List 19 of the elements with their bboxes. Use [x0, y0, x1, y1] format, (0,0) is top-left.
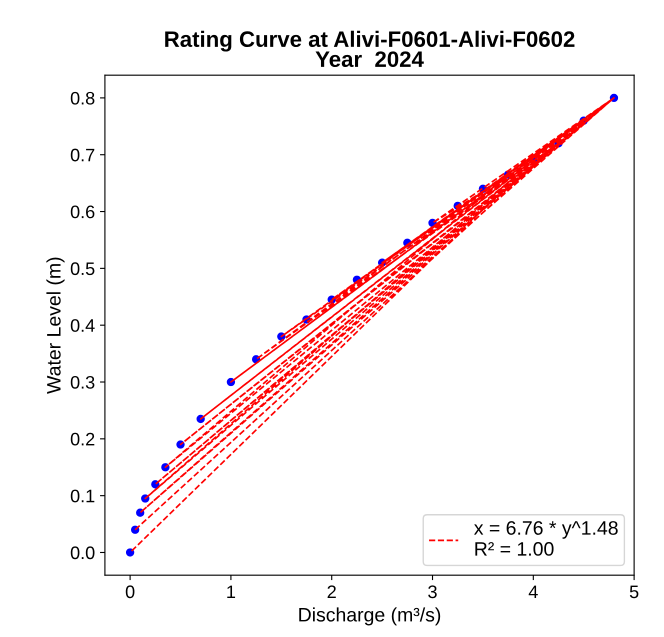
- x-tick-label: 0: [126, 585, 134, 598]
- legend-label: x = 6.76 * y^1.48 R² = 1.00: [474, 521, 618, 556]
- y-tick-label: 0.1: [70, 490, 94, 502]
- y-tick-label: 0.6: [70, 205, 94, 218]
- x-axis-title: Discharge (m³/s): [299, 607, 440, 626]
- x-tick-label: 1: [227, 586, 236, 598]
- y-tick-label: 0.5: [70, 262, 94, 276]
- x-tick-label: 4: [528, 586, 538, 598]
- y-tick-label: 0.3: [70, 376, 94, 389]
- x-tick-label: 5: [630, 586, 638, 598]
- y-tick-label: 0.0: [70, 546, 94, 560]
- y-tick-label: 0.8: [70, 92, 94, 105]
- y-tick-label: 0.7: [70, 148, 94, 162]
- x-tick-label: 2: [328, 585, 336, 598]
- y-tick-label: 0.4: [70, 319, 95, 332]
- y-axis-title: Water Level (m): [46, 258, 65, 394]
- x-tick-label: 3: [428, 585, 437, 598]
- chart-title: Rating Curve at Alivi-F0601-Alivi-F0602 Year 2024: [165, 30, 574, 68]
- y-tick-label: 0.2: [70, 432, 94, 446]
